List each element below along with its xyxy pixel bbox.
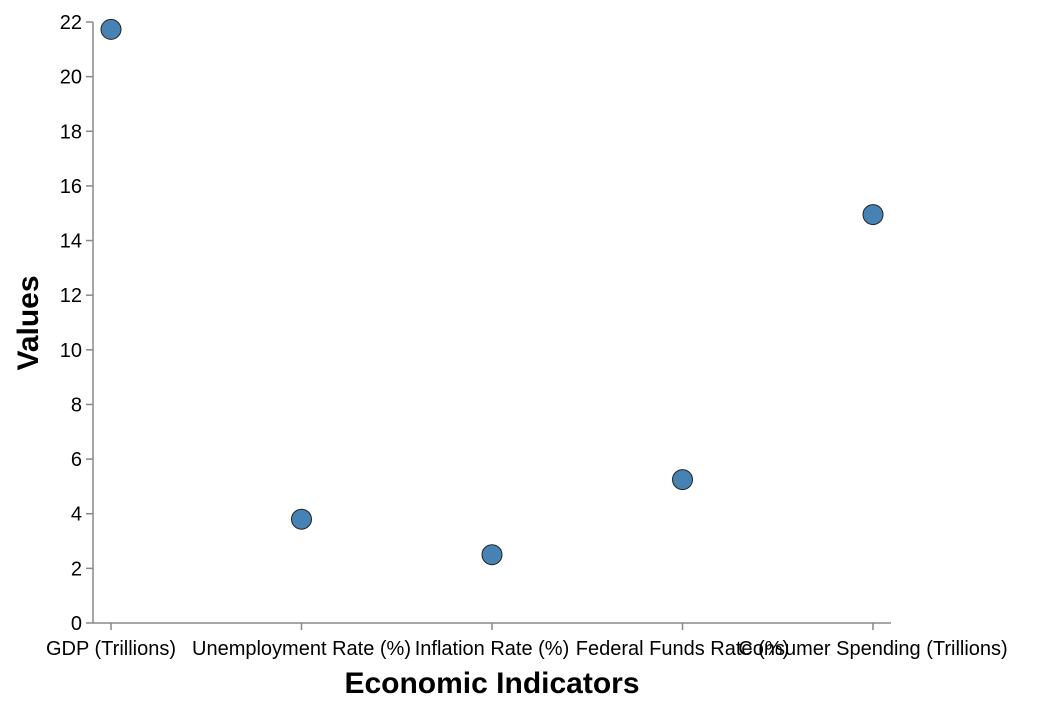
data-points: [100, 18, 884, 566]
data-point: [100, 18, 122, 40]
y-tick-label: 22: [60, 12, 82, 34]
y-axis-title: Values: [12, 275, 45, 370]
x-axis: GDP (Trillions) Unemployment Rate (%) Infl…: [46, 622, 1008, 660]
x-tick-label: Federal Funds Rate (%): [576, 638, 789, 660]
data-point: [672, 469, 693, 491]
y-ticks: 0 2 4 6 8 10 12 14 16 18 20 22: [60, 12, 93, 635]
y-tick-label: 20: [60, 67, 82, 89]
data-point: [862, 204, 884, 226]
x-tick-label: Consumer Spending (Trillions): [738, 638, 1007, 660]
y-tick-label: 6: [71, 449, 82, 471]
x-tick-label: Unemployment Rate (%): [192, 638, 411, 660]
x-tick-label: Inflation Rate (%): [415, 638, 570, 660]
y-tick-label: 14: [60, 231, 82, 253]
y-tick-label: 12: [60, 285, 82, 307]
y-tick-label: 4: [71, 504, 82, 526]
y-tick-label: 16: [60, 176, 82, 198]
x-axis-title: Economic Indicators: [344, 667, 639, 700]
y-axis: 0 2 4 6 8 10 12 14 16 18 20 22: [60, 12, 94, 635]
data-point: [291, 508, 312, 530]
y-tick-label: 8: [71, 394, 82, 416]
y-tick-label: 10: [60, 340, 82, 362]
y-tick-label: 2: [71, 558, 82, 580]
x-ticks: GDP (Trillions) Unemployment Rate (%) Infl…: [46, 623, 1008, 660]
x-tick-label: GDP (Trillions): [46, 638, 176, 660]
y-tick-label: 0: [71, 613, 82, 635]
y-tick-label: 18: [60, 121, 82, 143]
data-point: [481, 544, 503, 566]
